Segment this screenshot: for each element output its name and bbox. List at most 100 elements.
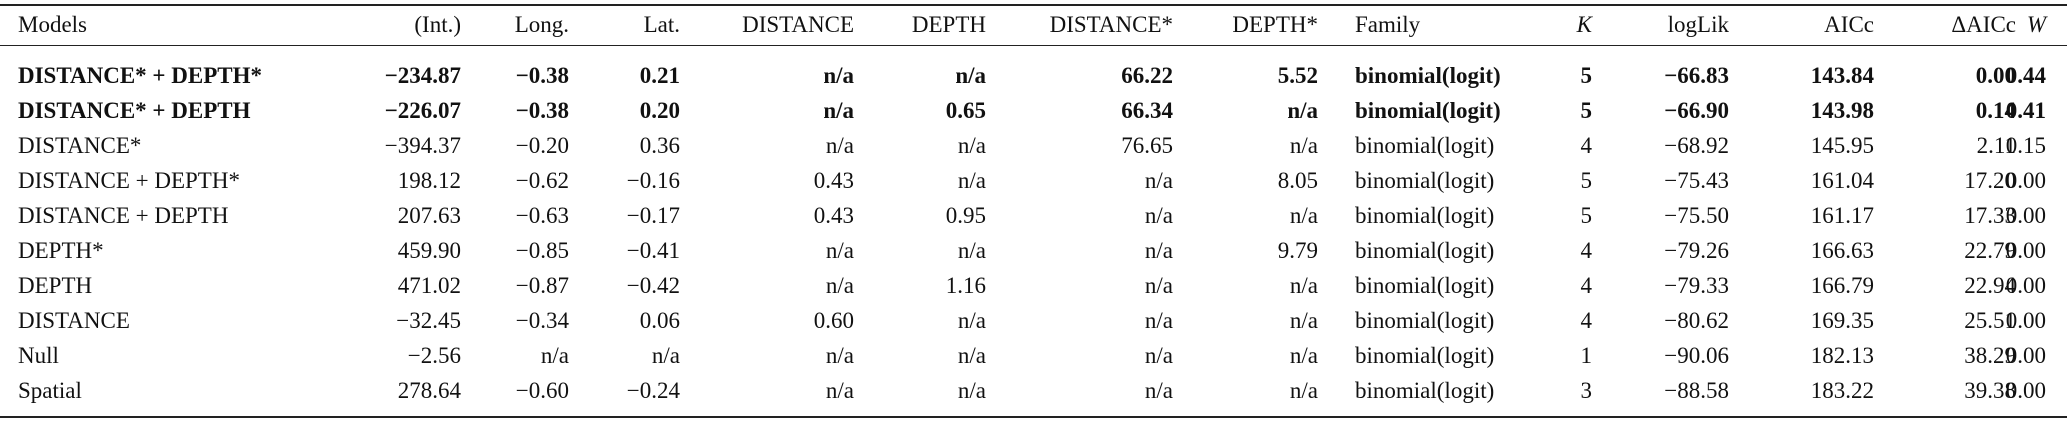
table-cell: 0.15 xyxy=(2005,133,2046,158)
table-cell: n/a xyxy=(957,343,986,368)
table-cell: n/a xyxy=(825,378,854,403)
table-cell: 143.84 xyxy=(1810,63,1874,88)
table-cell: −0.20 xyxy=(515,133,569,158)
table-cell: binomial(logit) xyxy=(1355,98,1501,123)
table-cell: n/a xyxy=(1289,203,1318,228)
header-cell: (Int.) xyxy=(414,12,461,37)
table-cell: 161.17 xyxy=(1810,203,1874,228)
table-cell: −75.50 xyxy=(1664,203,1729,228)
header-cell: AICc xyxy=(1824,12,1874,37)
table-cell: n/a xyxy=(955,63,986,88)
table-cell: 207.63 xyxy=(397,203,461,228)
table-cell: 166.79 xyxy=(1810,273,1874,298)
table-cell: n/a xyxy=(540,343,569,368)
header-cell: W xyxy=(2026,12,2046,37)
table-cell: 4 xyxy=(1580,273,1593,298)
table-cell: n/a xyxy=(1289,343,1318,368)
header-cell: K xyxy=(1576,12,1592,37)
table-cell: n/a xyxy=(957,133,986,158)
table-cell: 76.65 xyxy=(1121,133,1173,158)
table-cell: 0.36 xyxy=(639,133,680,158)
table-cell: 8.05 xyxy=(1277,168,1318,193)
table-cell: −90.06 xyxy=(1664,343,1729,368)
table-cell: DEPTH* xyxy=(18,238,104,263)
table-cell: n/a xyxy=(1144,203,1173,228)
table-cell: 0.44 xyxy=(2005,63,2046,88)
table-cell: −226.07 xyxy=(384,98,461,123)
table-cell: 66.34 xyxy=(1121,98,1173,123)
table-cell: DISTANCE + DEPTH xyxy=(18,203,229,228)
table-cell: 9.79 xyxy=(1277,238,1318,263)
table-cell: binomial(logit) xyxy=(1355,273,1495,298)
header-cell: logLik xyxy=(1667,12,1729,37)
table-cell: 471.02 xyxy=(397,273,461,298)
table-cell: DEPTH xyxy=(18,273,93,298)
table-cell: 5.52 xyxy=(1277,63,1318,88)
table-cell: binomial(logit) xyxy=(1355,63,1501,88)
table-cell: n/a xyxy=(1144,308,1173,333)
table-cell: 3 xyxy=(1580,378,1593,403)
table-cell: −2.56 xyxy=(407,343,461,368)
table-cell: n/a xyxy=(957,308,986,333)
table-cell: −0.41 xyxy=(626,238,680,263)
table-cell: −394.37 xyxy=(384,133,461,158)
table-cell: −66.90 xyxy=(1664,98,1729,123)
table-cell: n/a xyxy=(1289,133,1318,158)
table-cell: 0.43 xyxy=(813,203,854,228)
table-cell: n/a xyxy=(1144,238,1173,263)
table-cell: 0.65 xyxy=(945,98,986,123)
table-cell: n/a xyxy=(957,378,986,403)
table-cell: −88.58 xyxy=(1664,378,1729,403)
table-cell: 0.00 xyxy=(1975,63,2016,88)
header-rule xyxy=(0,45,2067,46)
table-cell: n/a xyxy=(1144,378,1173,403)
header-cell: DISTANCE* xyxy=(1049,12,1173,37)
table-cell: −66.83 xyxy=(1664,63,1729,88)
table-cell: 166.63 xyxy=(1810,238,1874,263)
table-cell: −79.26 xyxy=(1664,238,1729,263)
header-cell: DEPTH xyxy=(911,12,986,37)
table-cell: 1.16 xyxy=(945,273,986,298)
table-cell: −80.62 xyxy=(1664,308,1729,333)
table-cell: 0.41 xyxy=(2005,98,2046,123)
table-cell: n/a xyxy=(823,98,854,123)
table-cell: 0.00 xyxy=(2005,203,2046,228)
table-cell: 0.20 xyxy=(639,98,680,123)
bottom-rule xyxy=(0,416,2067,418)
table-cell: n/a xyxy=(1287,98,1318,123)
table-cell: 38.29 xyxy=(1964,343,2016,368)
table-cell: 0.06 xyxy=(639,308,680,333)
table-cell: Null xyxy=(18,343,59,368)
header-cell: Family xyxy=(1355,12,1421,37)
table-cell: DISTANCE* + DEPTH* xyxy=(18,63,262,88)
table-cell: 1 xyxy=(1580,343,1593,368)
table-cell: 0.21 xyxy=(639,63,680,88)
table-cell: 0.00 xyxy=(2005,273,2046,298)
header-cell: ΔAICc xyxy=(1951,12,2016,37)
table-cell: −0.63 xyxy=(515,203,569,228)
table-cell: binomial(logit) xyxy=(1355,378,1495,403)
table-cell: DISTANCE* + DEPTH xyxy=(18,98,251,123)
table-cell: n/a xyxy=(1289,273,1318,298)
table-cell: 5 xyxy=(1580,168,1593,193)
table-cell: 5 xyxy=(1580,203,1593,228)
table-cell: binomial(logit) xyxy=(1355,203,1495,228)
table-cell: 145.95 xyxy=(1810,133,1874,158)
table-cell: DISTANCE + DEPTH* xyxy=(18,168,240,193)
table-cell: 4 xyxy=(1580,133,1593,158)
table-cell: −0.87 xyxy=(515,273,569,298)
table-cell: binomial(logit) xyxy=(1355,133,1495,158)
table-cell: 66.22 xyxy=(1121,63,1173,88)
table-cell: 0.14 xyxy=(1975,98,2016,123)
table-cell: DISTANCE* xyxy=(18,133,142,158)
table-cell: 2.11 xyxy=(1976,133,2016,158)
table-cell: n/a xyxy=(823,63,854,88)
table-cell: −0.38 xyxy=(515,63,569,88)
table-cell: 0.43 xyxy=(813,168,854,193)
table-cell: Spatial xyxy=(18,378,82,403)
table-cell: n/a xyxy=(957,238,986,263)
table-cell: 4 xyxy=(1580,238,1593,263)
table-cell: n/a xyxy=(1144,273,1173,298)
table-cell: 0.00 xyxy=(2005,378,2046,403)
